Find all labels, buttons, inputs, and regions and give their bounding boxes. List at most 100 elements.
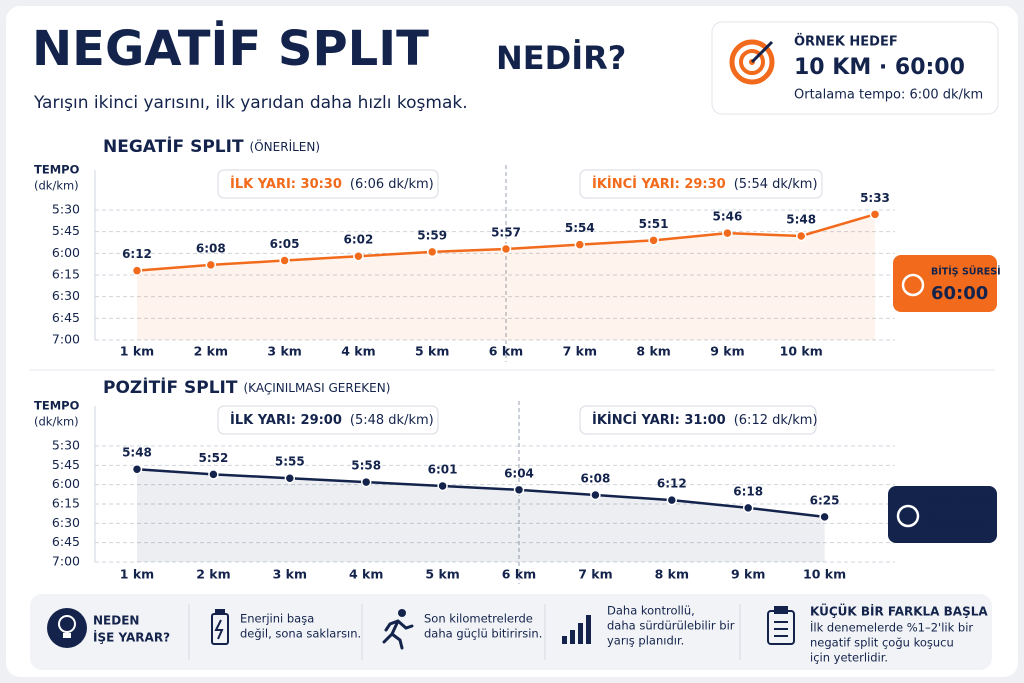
point bbox=[437, 480, 448, 492]
line bbox=[136, 467, 825, 519]
annotation-detail: (5:54 dk/km) bbox=[734, 177, 818, 192]
footer-item-text: Daha kontrollü, bbox=[607, 604, 695, 618]
point bbox=[284, 472, 296, 484]
y-tick-label: 7:00 bbox=[52, 554, 80, 569]
x-tick-label: 8 km bbox=[655, 567, 689, 582]
value-label: 5:48 bbox=[122, 446, 152, 460]
footer-item-text: değil, sona saklarsın. bbox=[240, 627, 361, 641]
point bbox=[590, 489, 601, 501]
y-tick-label: 6:00 bbox=[52, 245, 80, 260]
bulb-icon bbox=[47, 608, 87, 648]
x-tick-label: 6 km bbox=[502, 567, 536, 582]
point bbox=[208, 469, 219, 480]
y-tick-label: 6:30 bbox=[52, 515, 80, 530]
x-tick-label: 4 km bbox=[349, 567, 383, 582]
finish-label: BİTİŞ SÜRESİ bbox=[926, 498, 996, 509]
bars-icon bbox=[562, 615, 591, 644]
point bbox=[131, 265, 143, 276]
goal-label: ÖRNEK HEDEF bbox=[794, 34, 898, 50]
footer-item-text: yarış planıdır. bbox=[607, 634, 684, 648]
chart-title: POZİTİF SPLIT (KAÇINILMASI GEREKEN) bbox=[103, 376, 390, 398]
y-axis-label: TEMPO bbox=[34, 163, 80, 177]
footer-item-text: daha sürdürülebilir bir bbox=[607, 619, 735, 633]
annotation: İLK YARI: 29:00 (5:48 dk/km) bbox=[230, 412, 434, 428]
x-tick-label: 5 km bbox=[415, 344, 449, 359]
finish-badge bbox=[893, 255, 997, 312]
finish-badge bbox=[888, 486, 997, 543]
annotation-box bbox=[217, 169, 439, 199]
goal-box bbox=[711, 21, 999, 115]
point bbox=[426, 246, 438, 258]
x-tick-label: 10 km bbox=[780, 344, 823, 359]
value-label: 5:46 bbox=[712, 210, 742, 224]
y-tick-label: 5:30 bbox=[52, 438, 80, 453]
y-tick-label: 6:30 bbox=[52, 288, 80, 303]
footer-item-text: daha güçlü bitirirsin. bbox=[424, 627, 542, 641]
battery-icon bbox=[211, 609, 229, 645]
point bbox=[205, 259, 217, 271]
y-tick-label: 6:45 bbox=[52, 310, 80, 325]
x-tick-label: 9 km bbox=[731, 567, 765, 582]
runner-icon bbox=[382, 609, 414, 650]
x-tick-label: 9 km bbox=[710, 344, 744, 359]
point bbox=[742, 502, 754, 514]
value-label: 6:12 bbox=[122, 247, 152, 261]
footer-item-title: KÜÇÜK BİR FARKLA BAŞLA bbox=[810, 604, 988, 619]
x-tick-label: 10 km bbox=[803, 567, 846, 582]
value-label: 5:48 bbox=[786, 213, 816, 227]
goal-note: Ortalama tempo: 6:00 dk/km bbox=[794, 88, 983, 103]
value-label: 6:25 bbox=[810, 493, 840, 507]
point bbox=[666, 494, 678, 506]
x-tick-label: 7 km bbox=[563, 344, 597, 359]
annotation-label: İKİNCİ YARI: 29:30 bbox=[592, 176, 726, 192]
y-tick-label: 6:45 bbox=[52, 534, 80, 549]
x-tick-label: 4 km bbox=[341, 344, 375, 359]
value-label: 6:01 bbox=[428, 462, 458, 476]
y-tick-label: 5:45 bbox=[52, 223, 80, 238]
point bbox=[722, 227, 733, 239]
x-tick-label: 1 km bbox=[120, 344, 154, 359]
target-icon bbox=[729, 39, 775, 85]
value-label: 5:59 bbox=[417, 228, 447, 242]
finish-label: BİTİŞ SÜRESİ bbox=[931, 267, 1001, 278]
point bbox=[795, 230, 807, 242]
title-suffix: NEDİR? bbox=[496, 39, 626, 77]
x-tick-label: 1 km bbox=[120, 567, 154, 582]
y-axis-unit: (dk/km) bbox=[34, 179, 79, 193]
chart-title: NEGATİF SPLIT (ÖNERİLEN) bbox=[103, 135, 320, 157]
annotation-label: İLK YARI: 30:30 bbox=[230, 176, 342, 192]
annotation: İKİNCİ YARI: 29:30 (5:54 dk/km) bbox=[592, 176, 818, 192]
chart-subtitle: (ÖNERİLEN) bbox=[250, 138, 321, 154]
footer-item-text: Son kilometrelerde bbox=[424, 612, 533, 626]
x-tick-label: 6 km bbox=[489, 344, 523, 359]
value-label: 5:58 bbox=[351, 459, 381, 473]
annotation-detail: (6:06 dk/km) bbox=[350, 177, 434, 192]
value-label: 6:08 bbox=[580, 471, 610, 485]
area bbox=[137, 214, 875, 340]
subtitle: Yarışın ikinci yarısını, ilk yarıdan dah… bbox=[33, 93, 468, 113]
value-label: 5:33 bbox=[860, 191, 890, 205]
point bbox=[574, 239, 586, 250]
annotation-box bbox=[579, 169, 823, 199]
annotation: İKİNCİ YARI: 31:00 (6:12 dk/km) bbox=[592, 412, 818, 428]
point bbox=[131, 463, 143, 475]
annotation: İLK YARI: 30:30 (6:06 dk/km) bbox=[230, 176, 434, 192]
annotation-detail: (5:48 dk/km) bbox=[350, 413, 434, 428]
x-tick-label: 3 km bbox=[273, 567, 307, 582]
goal-value: 10 KM · 60:00 bbox=[794, 55, 965, 80]
annotation-box bbox=[217, 405, 439, 435]
y-tick-label: 6:15 bbox=[52, 496, 80, 511]
point bbox=[819, 511, 830, 523]
footer-item-text: negatif split çoğu koşucu bbox=[810, 636, 954, 650]
value-label: 5:55 bbox=[275, 455, 305, 469]
y-axis-label: TEMPO bbox=[34, 399, 80, 413]
area bbox=[137, 469, 825, 562]
finish-value: 60:00 bbox=[931, 283, 988, 304]
value-label: 6:05 bbox=[270, 237, 300, 251]
value-label: 5:57 bbox=[491, 226, 521, 240]
value-label: 6:18 bbox=[733, 484, 763, 498]
footer-heading: İŞE YARAR? bbox=[93, 630, 170, 645]
stopwatch-icon bbox=[896, 504, 920, 528]
